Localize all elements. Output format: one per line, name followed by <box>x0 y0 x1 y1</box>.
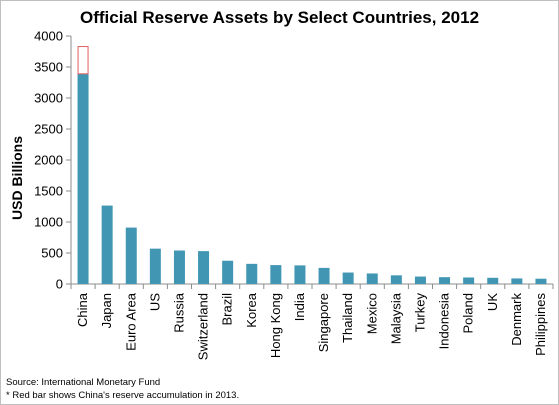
bar <box>246 263 258 284</box>
y-tick-label: 4000 <box>34 29 63 44</box>
bar <box>294 265 306 284</box>
y-tick-label: 2500 <box>34 122 63 137</box>
bar <box>318 267 330 284</box>
bar <box>390 275 402 284</box>
y-tick-label: 500 <box>41 246 63 261</box>
bar <box>173 250 185 284</box>
source-note: Source: International Monetary Fund <box>6 377 161 388</box>
y-tick-label: 2000 <box>34 153 63 168</box>
bar <box>198 251 210 284</box>
x-tick-label: US <box>147 293 162 311</box>
x-tick-label: Russia <box>171 292 186 333</box>
x-tick-label: India <box>292 292 307 321</box>
y-tick-label: 1000 <box>34 215 63 230</box>
x-tick-label: China <box>75 292 90 327</box>
x-tick-label: Singapore <box>316 293 331 352</box>
x-tick-label: Denmark <box>509 293 524 346</box>
x-tick-label: Turkey <box>412 293 427 333</box>
x-tick-label: Euro Area <box>123 292 138 351</box>
y-tick-label: 3000 <box>34 91 63 106</box>
bar <box>366 273 378 284</box>
bar <box>125 227 137 284</box>
x-tick-label: Korea <box>244 292 259 327</box>
x-tick-label: Switzerland <box>196 293 211 360</box>
bar-2013-accumulation <box>77 46 89 75</box>
bar <box>149 248 161 284</box>
y-tick-label: 1500 <box>34 184 63 199</box>
x-tick-label: Philippines <box>533 293 548 356</box>
y-tick-label: 0 <box>56 277 63 292</box>
bar <box>535 278 547 284</box>
footnote: * Red bar shows China's reserve accumula… <box>6 390 240 401</box>
x-tick-label: UK <box>485 293 500 311</box>
bar <box>342 272 354 284</box>
x-tick-label: Thailand <box>340 293 355 343</box>
x-tick-label: Hong Kong <box>268 293 283 358</box>
bar <box>77 73 89 284</box>
bar <box>439 277 451 284</box>
bar <box>222 260 234 284</box>
y-tick-label: 3500 <box>34 60 63 75</box>
x-tick-label: Indonesia <box>437 292 452 349</box>
bar <box>414 276 426 284</box>
bar <box>511 278 523 284</box>
chart-title: Official Reserve Assets by Select Countr… <box>79 8 480 27</box>
x-tick-label: Brazil <box>220 293 235 326</box>
x-tick-label: Malaysia <box>388 292 403 344</box>
bar <box>101 205 113 284</box>
bar <box>270 265 282 284</box>
bar <box>487 277 499 284</box>
bar <box>463 277 475 284</box>
x-tick-label: Poland <box>461 293 476 333</box>
x-tick-label: Japan <box>99 293 114 328</box>
x-tick-label: Mexico <box>364 293 379 334</box>
